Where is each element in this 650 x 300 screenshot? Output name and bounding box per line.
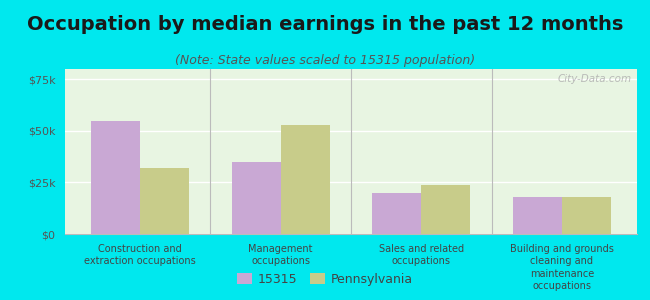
Legend: 15315, Pennsylvania: 15315, Pennsylvania	[231, 268, 419, 291]
Bar	[372, 193, 421, 234]
Text: City-Data.com: City-Data.com	[557, 74, 631, 84]
Bar	[140, 168, 189, 234]
Bar	[421, 184, 471, 234]
Bar	[281, 125, 330, 234]
Bar	[562, 197, 611, 234]
Text: (Note: State values scaled to 15315 population): (Note: State values scaled to 15315 popu…	[175, 54, 475, 67]
Bar	[91, 121, 140, 234]
Text: Occupation by median earnings in the past 12 months: Occupation by median earnings in the pas…	[27, 15, 623, 34]
Bar	[513, 197, 562, 234]
Bar	[231, 162, 281, 234]
